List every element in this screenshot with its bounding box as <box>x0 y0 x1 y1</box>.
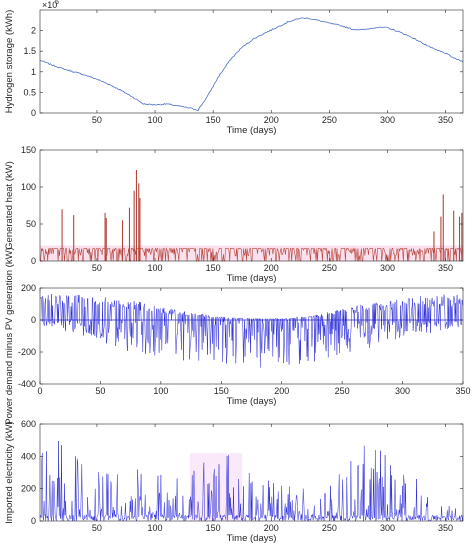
series-line <box>39 440 464 522</box>
x-tick-label: 350 <box>438 115 453 125</box>
y-tick-label: 0 <box>31 516 36 526</box>
series-line <box>39 17 464 112</box>
x-tick-label: 50 <box>92 115 102 125</box>
x-tick-label: 300 <box>380 115 395 125</box>
x-tick-label: 250 <box>322 263 337 273</box>
y-tick-label: 600 <box>21 419 36 429</box>
x-tick-label: 100 <box>153 386 168 396</box>
axes-box <box>39 9 464 114</box>
y-axis-label: Imported electricity (kW) <box>4 421 15 523</box>
x-tick-label: 350 <box>438 523 453 533</box>
y-axis-label: Generated heat (kW) <box>4 161 15 250</box>
axes-box <box>39 287 464 385</box>
y-tick-label: 100 <box>21 182 36 192</box>
chart-panel-4: 50 100 150 200 250 300 350 0 200 400 600 Time (days… <box>4 419 464 544</box>
axes-box <box>39 149 464 262</box>
y-tick-label: 0 <box>31 108 36 118</box>
x-axis-label: Time (days) <box>227 273 277 284</box>
x-tick-label: 150 <box>206 523 221 533</box>
series-plot-3 <box>39 294 463 368</box>
x-tick-label: 100 <box>148 115 163 125</box>
x-tick-label: 200 <box>264 263 279 273</box>
y-tick-label: 400 <box>21 451 36 461</box>
x-tick-label: 350 <box>438 263 453 273</box>
x-tick-label: 50 <box>92 523 102 533</box>
series-line <box>39 294 463 368</box>
x-axis-label: Time (days) <box>227 533 277 544</box>
y-tick-label: 1.5 <box>23 46 36 56</box>
x-tick-label: 200 <box>264 115 279 125</box>
y-tick-label: 0 <box>31 315 36 325</box>
x-tick-label: 350 <box>455 386 470 396</box>
x-tick-label: 250 <box>322 523 337 533</box>
x-tick-label: 50 <box>92 263 102 273</box>
y-tick-label: 150 <box>21 145 36 155</box>
x-tick-label: 100 <box>148 263 163 273</box>
x-tick-label: 300 <box>380 263 395 273</box>
x-tick-label: 100 <box>148 523 163 533</box>
x-axis-label: Time (days) <box>227 125 277 136</box>
series-plot-2 <box>40 169 463 262</box>
x-tick-label: 250 <box>322 115 337 125</box>
x-tick-label: 250 <box>335 386 350 396</box>
series-plot-4 <box>39 440 464 522</box>
x-tick-label: 150 <box>214 386 229 396</box>
axes-box <box>39 423 464 522</box>
x-tick-label: 300 <box>395 386 410 396</box>
y-tick-label: 200 <box>21 283 36 293</box>
x-tick-label: 150 <box>206 115 221 125</box>
x-tick-label: 0 <box>37 386 42 396</box>
y-axis-label: Power demand minus PV generation (kW) <box>4 247 15 424</box>
y-tick-label: 200 <box>21 484 36 494</box>
y-axis-label: Hydrogen storage (kWh) <box>4 10 15 113</box>
y-tick-label: 50 <box>26 219 36 229</box>
x-tick-label: 300 <box>380 523 395 533</box>
y-multiplier: ×10 <box>42 0 57 10</box>
y-tick-label: -200 <box>18 347 36 357</box>
x-tick-label: 200 <box>264 523 279 533</box>
y-tick-label: -400 <box>18 379 36 389</box>
y-tick-label: 0 <box>31 256 36 266</box>
x-axis-label: Time (days) <box>227 396 277 407</box>
y-tick-label: 2 <box>31 26 36 36</box>
y-multiplier-exponent: 5 <box>55 0 59 6</box>
series-plot-1 <box>39 17 464 112</box>
y-tick-label: 1 <box>31 67 36 77</box>
x-tick-label: 150 <box>206 263 221 273</box>
heat-band <box>40 245 463 261</box>
chart-panel-1: 50 100 150 200 250 300 350 0 0.5 1 1.5 2 Time (days)… <box>4 0 464 136</box>
x-tick-label: 200 <box>274 386 289 396</box>
y-tick-label: 0.5 <box>23 87 36 97</box>
chart-panel-2: 50 100 150 200 250 300 350 0 50 100 150 Time (days)… <box>4 145 464 284</box>
x-tick-label: 50 <box>95 386 105 396</box>
